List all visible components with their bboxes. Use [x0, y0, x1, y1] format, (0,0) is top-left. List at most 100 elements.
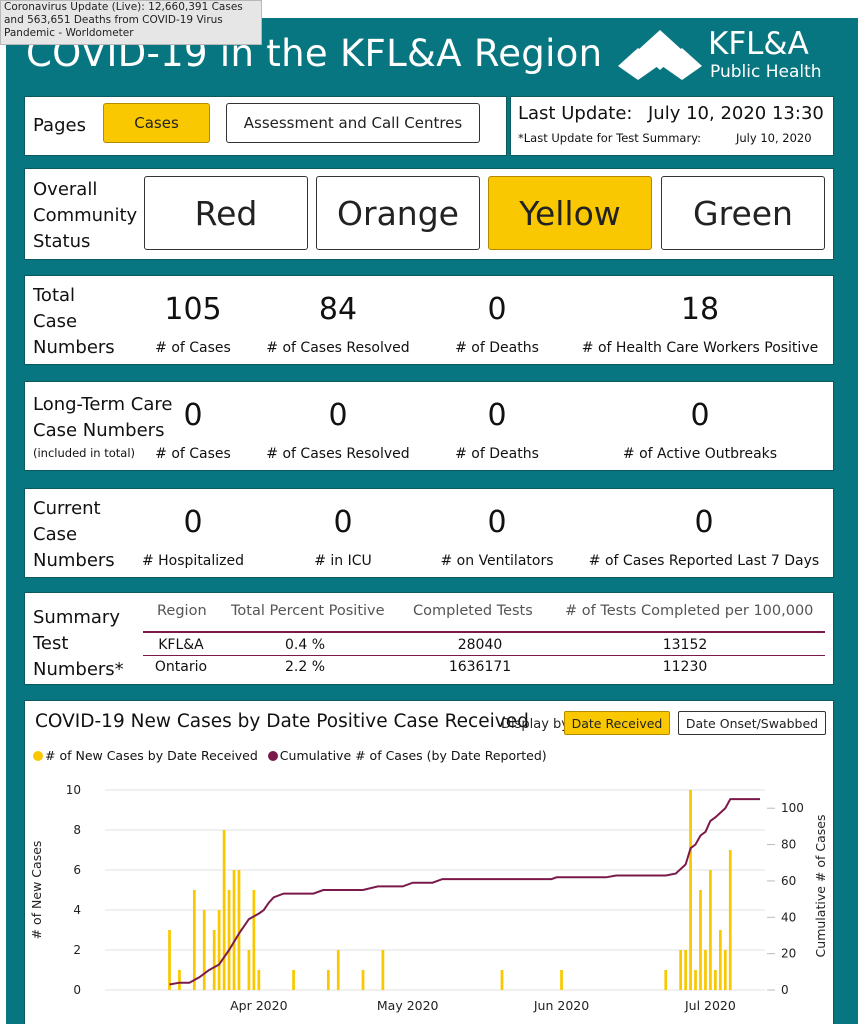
bar-new-cases	[381, 950, 385, 990]
legend-cumulative[interactable]: Cumulative # of Cases (by Date Reported)	[267, 748, 547, 763]
bar-new-cases	[361, 970, 365, 990]
diamond-logo-icon	[618, 30, 702, 80]
bar-new-cases	[723, 950, 727, 990]
hospitalized-label: # Hospitalized	[141, 553, 245, 569]
logo-text-kfla: KFL&A	[708, 26, 809, 62]
y-tick-label: 8	[73, 823, 81, 837]
total-label-line3: Numbers	[33, 337, 115, 358]
row2-per100k: 11230	[662, 659, 708, 675]
col-per-100k: # of Tests Completed per 100,000	[565, 603, 814, 619]
total-resolved-label: # of Cases Resolved	[266, 340, 410, 356]
community-label-line3: Status	[33, 231, 91, 252]
bar-new-cases	[178, 970, 181, 990]
row1-region: KFL&A	[158, 637, 204, 653]
ltc-outbreaks-label: # of Active Outbreaks	[622, 446, 778, 462]
status-orange: Orange	[316, 176, 480, 250]
bar-new-cases	[292, 970, 295, 990]
chart-panel: COVID-19 New Cases by Date Positive Case…	[24, 700, 834, 1024]
status-red-label: Red	[194, 193, 258, 233]
bar-new-cases	[202, 910, 206, 990]
y2-tick-label: 20	[781, 947, 796, 961]
bar-new-cases	[664, 970, 668, 990]
total-case-label: Total Case Numbers	[33, 283, 115, 361]
bar-new-cases	[718, 930, 722, 990]
current-case-label: Current Case Numbers	[33, 496, 115, 574]
date-onset-label: Date Onset/Swabbed	[685, 715, 819, 731]
y-tick-label: 6	[73, 863, 81, 877]
legend-cumulative-label: Cumulative # of Cases (by Date Reported)	[279, 748, 547, 763]
col-region: Region	[157, 603, 207, 619]
ltc-cases-value: 0	[183, 398, 203, 433]
bar-new-cases	[232, 870, 236, 990]
ltc-deaths-label: # of Deaths	[455, 446, 539, 462]
bar-new-cases	[192, 890, 196, 990]
pages-panel: Pages Cases Assessment and Call Centres	[24, 96, 507, 156]
assessment-page-button[interactable]: Assessment and Call Centres	[226, 103, 480, 143]
current-case-panel: Current Case Numbers 0 # Hospitalized 0 …	[24, 488, 834, 578]
total-cases-label: # of Cases	[155, 340, 231, 356]
col-completed-tests: Completed Tests	[413, 603, 533, 619]
last-update-value: July 10, 2020 13:30	[648, 103, 824, 124]
summary-test-panel: Summary Test Numbers* Region Total Perce…	[24, 592, 834, 685]
bar-new-cases	[704, 950, 707, 990]
community-label-line2: Community	[33, 205, 138, 226]
browser-tooltip: Coronavirus Update (Live): 12,660,391 Ca…	[0, 0, 262, 45]
summary-label-line2: Test	[33, 633, 69, 654]
total-label-line1: Total	[33, 285, 76, 306]
date-received-button[interactable]: Date Received	[564, 711, 670, 735]
y2-axis-title: Cumulative # of Cases	[813, 815, 828, 958]
summary-label-line1: Summary	[33, 607, 120, 628]
test-update-label: *Last Update for Test Summary:	[518, 131, 702, 145]
ltc-note: (included in total)	[33, 446, 136, 460]
legend-new-cases-label: # of New Cases by Date Received	[45, 748, 258, 763]
row1-tests: 28040	[457, 637, 503, 653]
bar-new-cases	[684, 950, 687, 990]
hcw-positive-value: 18	[680, 292, 720, 327]
x-tick-label: Apr 2020	[230, 998, 287, 1013]
bar-new-cases	[500, 970, 504, 990]
chart-legend: # of New Cases by Date Received Cumulati…	[33, 748, 547, 763]
col-percent-positive: Total Percent Positive	[231, 603, 385, 619]
ventilators-value: 0	[487, 505, 507, 540]
ventilators-label: # on Ventilators	[440, 553, 554, 569]
total-deaths-value: 0	[487, 292, 507, 327]
y-tick-label: 2	[73, 943, 81, 957]
pages-label: Pages	[33, 115, 86, 136]
bar-new-cases	[222, 830, 226, 990]
status-green: Green	[661, 176, 825, 250]
row1-percent: 0.4 %	[284, 637, 326, 653]
bar-new-cases	[728, 850, 732, 990]
bar-new-cases	[257, 970, 261, 990]
bar-new-cases	[326, 970, 330, 990]
hcw-positive-label: # of Health Care Workers Positive	[581, 340, 819, 356]
bar-new-cases	[714, 970, 717, 990]
logo-text-public-health: Public Health	[710, 62, 822, 82]
status-yellow-active: Yellow	[488, 176, 652, 250]
ltc-deaths-value: 0	[487, 398, 507, 433]
kfla-logo: KFL&A Public Health	[616, 26, 834, 84]
ltc-cases-label: # of Cases	[155, 446, 231, 462]
y2-tick-label: 100	[781, 801, 804, 815]
summary-label: Summary Test Numbers*	[33, 605, 124, 683]
last7days-label: # of Cases Reported Last 7 Days	[588, 553, 820, 569]
bar-new-cases	[679, 950, 683, 990]
x-tick-label: May 2020	[377, 998, 439, 1013]
total-label-line2: Case	[33, 311, 78, 332]
y2-tick-label: 80	[781, 838, 796, 852]
date-received-label: Date Received	[571, 715, 663, 731]
bar-new-cases	[336, 950, 340, 990]
legend-new-cases[interactable]: # of New Cases by Date Received	[33, 748, 258, 763]
ltc-outbreaks-value: 0	[690, 398, 710, 433]
bar-new-cases	[252, 890, 256, 990]
y2-tick-label: 0	[781, 983, 789, 997]
cases-page-button[interactable]: Cases	[103, 103, 210, 143]
bar-new-cases	[709, 870, 712, 990]
community-status-panel: Overall Community Status Red Orange Yell…	[24, 168, 834, 260]
total-resolved-value: 84	[318, 292, 358, 327]
status-green-label: Green	[693, 193, 793, 233]
last7days-value: 0	[694, 505, 714, 540]
ltc-panel: Long-Term Care Case Numbers (included in…	[24, 381, 834, 471]
y-tick-label: 4	[73, 903, 81, 917]
date-onset-button[interactable]: Date Onset/Swabbed	[678, 711, 826, 735]
